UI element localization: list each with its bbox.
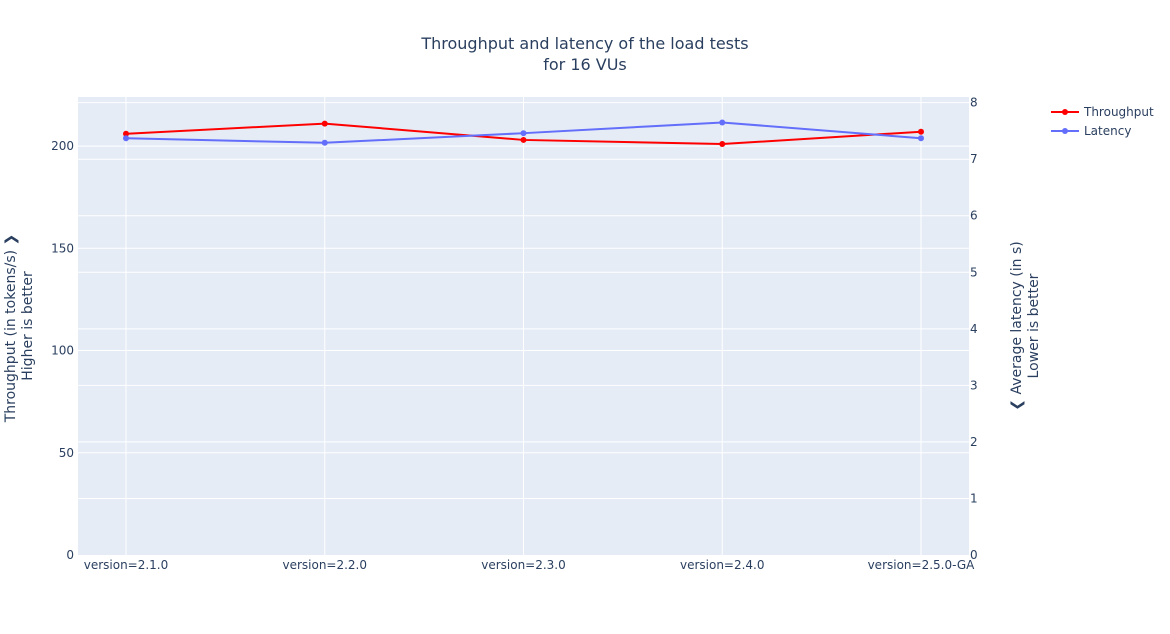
y-tick-label: 50 <box>59 446 74 460</box>
y2-tick-label: 8 <box>970 96 978 110</box>
legend-marker <box>1062 109 1068 115</box>
y-axis-title: Throughput (in tokens/s) ❯ <box>3 234 19 424</box>
data-point-latency[interactable] <box>719 119 726 126</box>
legend-marker <box>1062 128 1068 134</box>
x-axis: version=2.1.0 version=2.2.0 version=2.3.0 v… <box>84 558 975 572</box>
grid-lines <box>78 97 969 555</box>
y2-tick-label: 5 <box>970 265 978 279</box>
y2-tick-label: 4 <box>970 322 978 336</box>
y-tick-label: 100 <box>51 344 74 358</box>
data-point-latency[interactable] <box>123 135 129 142</box>
legend-label: Throughput <box>1083 105 1154 119</box>
y2-tick-label: 2 <box>970 435 978 449</box>
chart-subtitle: for 16 VUs <box>543 55 627 74</box>
data-point-throughput[interactable] <box>520 136 527 143</box>
y-tick-label: 0 <box>66 548 74 562</box>
data-point-latency[interactable] <box>918 135 924 142</box>
y2-tick-label: 1 <box>970 491 978 505</box>
x-tick-label: version=2.3.0 <box>481 558 566 572</box>
legend[interactable]: Throughput Latency <box>1051 105 1154 138</box>
data-point-throughput[interactable] <box>123 130 129 137</box>
data-point-throughput[interactable] <box>918 128 924 135</box>
y2-tick-label: 3 <box>970 378 978 392</box>
data-point-throughput[interactable] <box>321 120 328 127</box>
y2-tick-label: 7 <box>970 152 978 166</box>
y-tick-label: 150 <box>51 241 74 255</box>
x-tick-label: version=2.2.0 <box>282 558 367 572</box>
x-tick-label: version=2.1.0 <box>84 558 169 572</box>
right-axis: 0 1 2 3 4 5 6 7 8 <box>970 96 978 562</box>
y2-axis-title: ❮ Average latency (in s) <box>1009 241 1025 410</box>
left-axis: 0 50 100 150 200 <box>51 139 74 562</box>
y-axis-subtitle: Higher is better <box>20 271 36 381</box>
legend-item-latency[interactable]: Latency <box>1051 124 1131 138</box>
data-point-latency[interactable] <box>520 130 527 137</box>
y2-tick-label: 0 <box>970 548 978 562</box>
series-layer <box>123 119 924 148</box>
data-point-throughput[interactable] <box>719 141 726 148</box>
data-point-latency[interactable] <box>321 139 328 146</box>
y2-tick-label: 6 <box>970 209 978 223</box>
y2-axis-subtitle: Lower is better <box>1026 273 1042 378</box>
chart-title: Throughput and latency of the load tests <box>420 34 748 53</box>
legend-item-throughput[interactable]: Throughput <box>1051 105 1154 119</box>
x-tick-label: version=2.4.0 <box>680 558 765 572</box>
x-tick-label: version=2.5.0-GA <box>868 558 976 572</box>
y-tick-label: 200 <box>51 139 74 153</box>
legend-label: Latency <box>1084 124 1131 138</box>
